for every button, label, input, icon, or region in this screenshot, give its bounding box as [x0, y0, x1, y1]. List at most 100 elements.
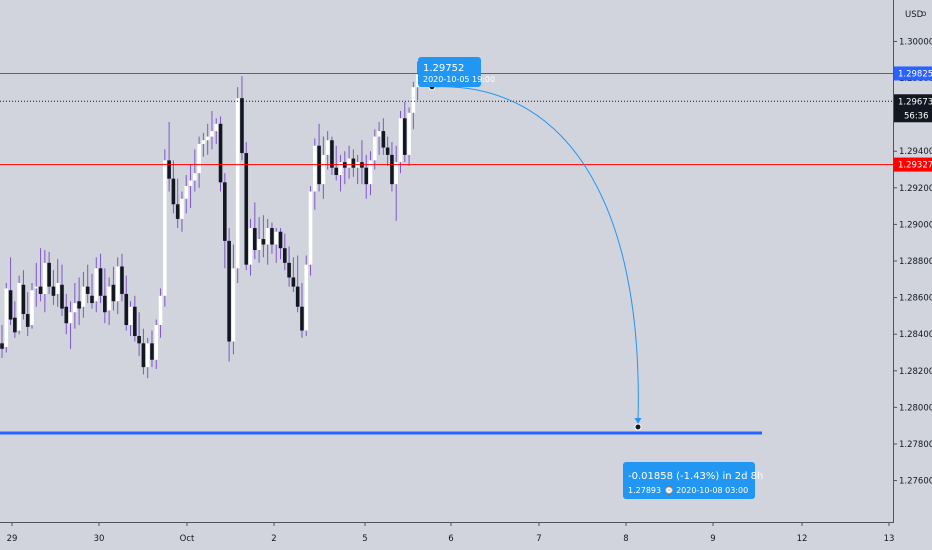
candle	[180, 191, 184, 232]
price-tick-label: 1.29400	[899, 147, 932, 157]
currency-menu-icon[interactable]: ↄ	[922, 9, 926, 18]
candle	[47, 251, 51, 294]
candle	[13, 301, 17, 338]
candle	[145, 337, 150, 379]
candle-body	[385, 147, 390, 155]
candle	[77, 277, 81, 326]
candle-body	[218, 123, 223, 183]
candle	[124, 275, 129, 331]
candle-body	[13, 317, 17, 333]
candle	[274, 228, 279, 263]
candle-body	[291, 277, 296, 287]
time-tick-label: 13	[884, 534, 895, 544]
candle	[141, 328, 146, 375]
candle-body	[321, 154, 326, 185]
candle	[235, 87, 240, 283]
time-tick-label: 7	[536, 534, 541, 544]
projection-end-date: 2020-10-08 03:00	[676, 486, 748, 495]
candle-body	[201, 140, 206, 144]
candle	[218, 116, 223, 192]
candle-body	[175, 204, 180, 219]
candle	[163, 149, 167, 307]
candle	[330, 136, 334, 176]
candle	[120, 253, 124, 302]
candle	[111, 266, 116, 311]
projection-arrowhead	[634, 417, 642, 424]
candle	[137, 312, 141, 357]
candle-body	[141, 343, 146, 368]
time-tick-label: 12	[797, 534, 808, 544]
candle	[184, 175, 189, 214]
candle	[347, 145, 351, 179]
projection-tool[interactable]: 1.29752 2020-10-05 19:00 -0.01858 (-1.43…	[418, 57, 763, 499]
candle-body	[295, 286, 300, 307]
svg-text:1.29673: 1.29673	[898, 97, 932, 107]
candle	[17, 275, 21, 335]
candle	[411, 81, 416, 130]
candle-body	[8, 290, 13, 320]
candle	[8, 257, 13, 326]
candle-body	[30, 290, 34, 326]
price-tick-label: 1.28000	[899, 403, 932, 413]
candle-body	[150, 343, 154, 360]
candle-body	[68, 312, 73, 324]
candle	[60, 264, 64, 316]
candle	[265, 218, 270, 265]
candle-body	[214, 123, 219, 132]
projection-end-info: 1.27893 ⌚ 2020-10-08 03:00	[628, 485, 748, 495]
candle-body	[274, 231, 279, 245]
candle	[43, 250, 47, 313]
candle-body	[338, 162, 343, 176]
price-tick-label: 1.27800	[899, 440, 932, 450]
candle	[188, 164, 193, 208]
candle	[90, 273, 94, 309]
candle-body	[60, 284, 64, 309]
candle	[201, 132, 206, 157]
candle-body	[398, 118, 403, 163]
candle-body	[368, 160, 373, 185]
candle	[85, 264, 90, 304]
candle-body	[283, 248, 287, 263]
candle	[313, 138, 317, 210]
candle-body	[98, 268, 103, 296]
candle-body	[124, 293, 129, 326]
time-axis[interactable]: 29 30 Oct 2 5 6 7 8 9 12 13	[0, 522, 932, 550]
time-tick-label: 2	[271, 534, 276, 544]
candle-body	[415, 74, 420, 88]
candle	[261, 215, 266, 258]
candle-body	[231, 268, 236, 342]
candle-body	[51, 286, 56, 296]
candle	[334, 145, 339, 181]
projection-start-label: 1.29752 2020-10-05 19:00	[418, 57, 495, 87]
candle	[231, 244, 236, 355]
candle-body	[0, 343, 4, 349]
candle-body	[193, 173, 197, 181]
candle	[253, 202, 257, 260]
candle	[133, 295, 137, 342]
candle-body	[394, 162, 399, 185]
candle-body	[25, 314, 30, 327]
candle-body	[73, 303, 77, 313]
candle	[321, 136, 326, 199]
candle-body	[261, 239, 266, 245]
candle-body	[351, 158, 356, 168]
candle-body	[47, 262, 51, 287]
candle-body	[120, 266, 124, 294]
upper-level-tag: 1.29825	[894, 66, 932, 81]
time-tick-label: 29	[7, 534, 18, 544]
projection-end-point[interactable]	[634, 423, 642, 431]
candle-body	[334, 167, 339, 176]
candle-body	[287, 262, 291, 278]
candle	[154, 319, 159, 369]
price-axis[interactable]: 1.300001.298001.296001.294001.292001.290…	[893, 0, 932, 522]
candle	[287, 246, 291, 287]
candle-body	[111, 284, 116, 302]
current-price-tag: 1.29673 56:36	[894, 94, 932, 123]
candle-body	[235, 98, 240, 269]
candle-body	[253, 228, 257, 251]
candle	[81, 271, 86, 318]
candle	[4, 282, 9, 353]
projection-arc	[431, 86, 639, 421]
